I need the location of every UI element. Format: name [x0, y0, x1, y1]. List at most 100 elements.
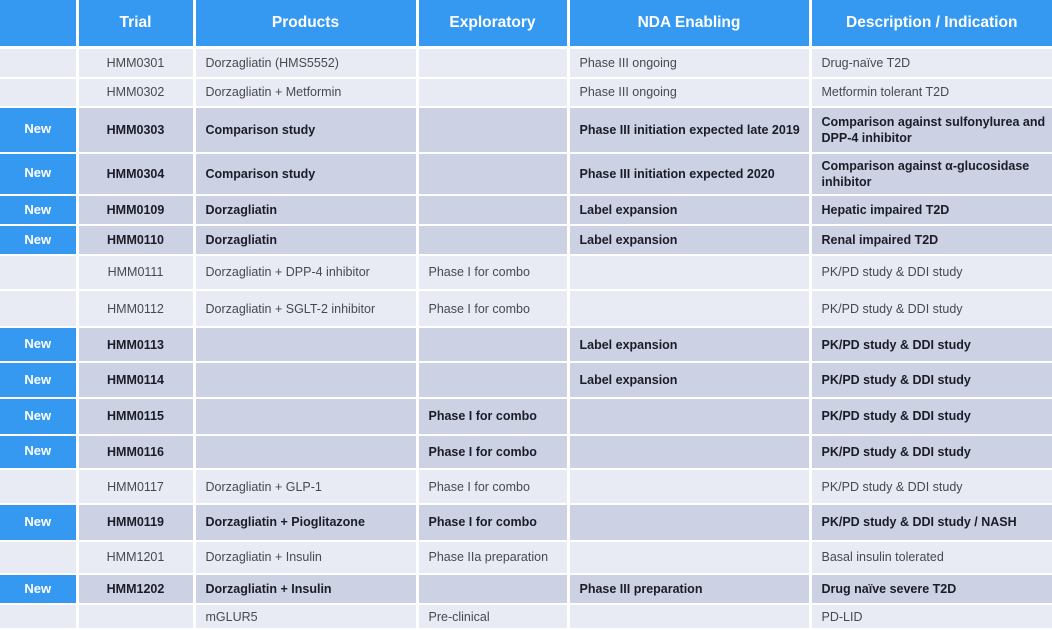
nda-enabling-cell: Phase III preparation [568, 574, 812, 606]
description-cell: Comparison against sulfonylurea and DPP-… [810, 107, 1052, 154]
nda-enabling-cell [568, 540, 812, 576]
table-row: HMM0301 Dorzagliatin (HMS5552) Phase III… [0, 47, 1052, 79]
table-row: New HMM0119 Dorzagliatin + Pioglitazone … [0, 504, 1052, 542]
nda-enabling-cell: Phase III initiation expected 2020 [568, 152, 812, 197]
table-row: New HMM0304 Comparison study Phase III i… [0, 152, 1052, 197]
products-cell: Dorzagliatin + Metformin [194, 77, 419, 109]
description-cell: PK/PD study & DDI study [810, 290, 1052, 329]
products-cell: Dorzagliatin [194, 195, 419, 227]
nda-enabling-cell [568, 290, 812, 329]
table-row: New HMM0113 Label expansion PK/PD study … [0, 327, 1052, 363]
table-header: Trial Products Exploratory NDA Enabling … [0, 0, 1052, 49]
trial-cell: HMM0117 [77, 468, 196, 506]
products-cell: Dorzagliatin + DPP-4 inhibitor [194, 254, 419, 292]
trial-cell: HMM0116 [77, 434, 196, 470]
table-row: HMM0302 Dorzagliatin + Metformin Phase I… [0, 77, 1052, 109]
trial-cell: HMM1202 [77, 574, 196, 606]
table-row: New HMM1202 Dorzagliatin + Insulin Phase… [0, 574, 1052, 606]
new-badge: New [0, 107, 79, 154]
description-cell: Hepatic impaired T2D [810, 195, 1052, 227]
exploratory-cell [417, 574, 570, 606]
new-badge [0, 468, 79, 506]
description-cell: PK/PD study & DDI study [810, 398, 1052, 436]
exploratory-cell: Phase I for combo [417, 468, 570, 506]
nda-enabling-cell: Phase III ongoing [568, 47, 812, 79]
products-cell: Dorzagliatin + Insulin [194, 574, 419, 606]
nda-enabling-cell: Label expansion [568, 361, 812, 400]
exploratory-cell: Phase IIa preparation [417, 540, 570, 576]
nda-enabling-cell: Label expansion [568, 327, 812, 363]
trial-cell: HMM0114 [77, 361, 196, 400]
products-cell: mGLUR5 [194, 604, 419, 630]
description-cell: PK/PD study & DDI study [810, 254, 1052, 292]
trial-cell: HMM0112 [77, 290, 196, 329]
trial-cell: HMM0111 [77, 254, 196, 292]
description-cell: PK/PD study & DDI study [810, 361, 1052, 400]
nda-enabling-cell [568, 468, 812, 506]
trial-cell: HMM0303 [77, 107, 196, 154]
new-badge: New [0, 225, 79, 256]
trial-cell: HMM0113 [77, 327, 196, 363]
new-badge [0, 47, 79, 79]
table-row: New HMM0114 Label expansion PK/PD study … [0, 361, 1052, 400]
exploratory-cell [417, 47, 570, 79]
nda-enabling-cell [568, 504, 812, 542]
products-cell: Dorzagliatin (HMS5552) [194, 47, 419, 79]
nda-enabling-cell: Phase III ongoing [568, 77, 812, 109]
description-cell: PK/PD study & DDI study [810, 327, 1052, 363]
exploratory-cell: Pre-clinical [417, 604, 570, 630]
products-cell [194, 327, 419, 363]
trial-cell: HMM0115 [77, 398, 196, 436]
table-row: HMM0112 Dorzagliatin + SGLT-2 inhibitor … [0, 290, 1052, 329]
products-cell [194, 434, 419, 470]
description-cell: PK/PD study & DDI study / NASH [810, 504, 1052, 542]
products-cell: Comparison study [194, 152, 419, 197]
trial-cell: HMM0119 [77, 504, 196, 542]
exploratory-cell: Phase I for combo [417, 254, 570, 292]
description-cell: Comparison against α-glucosidase inhibit… [810, 152, 1052, 197]
description-cell: Drug-naïve T2D [810, 47, 1052, 79]
table-row: New HMM0116 Phase I for combo PK/PD stud… [0, 434, 1052, 470]
trial-cell: HMM0109 [77, 195, 196, 227]
description-cell: Metformin tolerant T2D [810, 77, 1052, 109]
exploratory-cell: Phase I for combo [417, 290, 570, 329]
header-row: Trial Products Exploratory NDA Enabling … [0, 0, 1052, 49]
new-badge [0, 604, 79, 630]
column-header-description-indication: Description / Indication [810, 0, 1052, 49]
table-row: New HMM0303 Comparison study Phase III i… [0, 107, 1052, 154]
products-cell: Dorzagliatin + SGLT-2 inhibitor [194, 290, 419, 329]
trial-cell: HMM0110 [77, 225, 196, 256]
products-cell: Dorzagliatin + Insulin [194, 540, 419, 576]
exploratory-cell [417, 361, 570, 400]
column-header-new [0, 0, 79, 49]
trial-cell: HMM0301 [77, 47, 196, 79]
new-badge: New [0, 327, 79, 363]
exploratory-cell [417, 107, 570, 154]
table-row: New HMM0110 Dorzagliatin Label expansion… [0, 225, 1052, 256]
new-badge [0, 540, 79, 576]
nda-enabling-cell [568, 254, 812, 292]
new-badge: New [0, 504, 79, 542]
exploratory-cell [417, 225, 570, 256]
description-cell: Renal impaired T2D [810, 225, 1052, 256]
new-badge: New [0, 361, 79, 400]
table-body: HMM0301 Dorzagliatin (HMS5552) Phase III… [0, 47, 1052, 630]
trial-cell [77, 604, 196, 630]
products-cell: Dorzagliatin + Pioglitazone [194, 504, 419, 542]
table-row: HMM0111 Dorzagliatin + DPP-4 inhibitor P… [0, 254, 1052, 292]
column-header-products: Products [194, 0, 419, 49]
products-cell [194, 361, 419, 400]
description-cell: PD-LID [810, 604, 1052, 630]
new-badge [0, 77, 79, 109]
nda-enabling-cell: Phase III initiation expected late 2019 [568, 107, 812, 154]
description-cell: PK/PD study & DDI study [810, 434, 1052, 470]
table-row: HMM1201 Dorzagliatin + Insulin Phase IIa… [0, 540, 1052, 576]
trial-cell: HMM1201 [77, 540, 196, 576]
new-badge [0, 290, 79, 329]
new-badge [0, 254, 79, 292]
exploratory-cell: Phase I for combo [417, 398, 570, 436]
table-row: mGLUR5 Pre-clinical PD-LID [0, 604, 1052, 630]
nda-enabling-cell [568, 604, 812, 630]
